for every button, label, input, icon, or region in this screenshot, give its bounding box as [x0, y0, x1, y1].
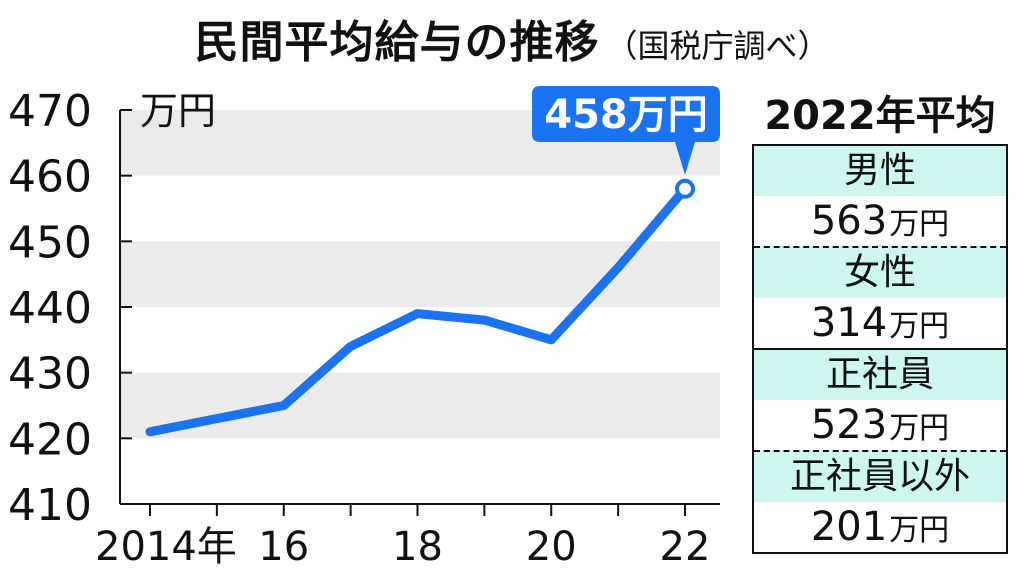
value-male-number: 563: [810, 198, 888, 244]
grid-band: [120, 241, 720, 307]
value-female: 314万円: [754, 298, 1006, 348]
callout-box: [532, 86, 720, 175]
label-male: 男性: [754, 146, 1006, 196]
panel-group-gender: 男性 563万円 女性 314万円: [754, 146, 1006, 350]
y-axis-unit-label: 万円: [140, 89, 216, 133]
label-female: 女性: [754, 246, 1006, 298]
value-non-regular: 201万円: [754, 502, 1006, 552]
value-male: 563万円: [754, 196, 1006, 246]
data-points: [675, 178, 695, 199]
value-female-unit: 万円: [889, 309, 950, 344]
y-tick-labels: 470 460 450 440 430 420 410: [8, 86, 92, 531]
x-tick-labels: 2014年 16 18 20 22: [95, 524, 710, 570]
y-tick-label: 430: [8, 349, 92, 400]
summary-panel: 2022年平均 男性 563万円 女性 314万円 正社員 523万円 正社員以…: [752, 88, 1008, 554]
x-tick-label: 22: [660, 524, 711, 570]
y-tick-label: 440: [8, 283, 92, 334]
x-tick-label: 20: [526, 524, 577, 570]
y-tick-label: 420: [8, 414, 92, 465]
series-line: [145, 184, 690, 437]
label-non-regular: 正社員以外: [754, 450, 1006, 502]
value-non-regular-number: 201: [810, 504, 888, 550]
grid-bands: [120, 110, 720, 439]
y-tick-label: 460: [8, 152, 92, 203]
panel-title: 2022年平均: [764, 93, 996, 139]
data-point-highlight: [675, 178, 695, 199]
value-male-unit: 万円: [889, 207, 950, 242]
chart-title: 民間平均給与の推移: [194, 17, 600, 68]
panel-group-employment: 正社員 523万円 正社員以外 201万円: [754, 350, 1006, 552]
value-regular-unit: 万円: [889, 411, 950, 446]
callout: 458万円: [532, 86, 720, 175]
y-tick-label: 410: [8, 480, 92, 531]
y-tick-label: 450: [8, 217, 92, 268]
x-tick-label: 16: [258, 524, 309, 570]
chart-source: （国税庁調べ）: [605, 27, 830, 65]
value-regular: 523万円: [754, 400, 1006, 450]
value-non-regular-unit: 万円: [889, 513, 950, 548]
x-tick-label: 2014年: [95, 524, 237, 570]
line-chart: 470 460 450 440 430 420 410 2014年 16 18 20 22 万円 4…: [8, 86, 720, 570]
chart-title-block: 民間平均給与の推移 （国税庁調べ）: [0, 6, 1024, 70]
axes: [119, 109, 720, 516]
y-tick-label: 470: [8, 86, 92, 137]
value-female-number: 314: [810, 300, 888, 346]
value-regular-number: 523: [810, 402, 888, 448]
label-regular: 正社員: [754, 350, 1006, 400]
panel-table: 男性 563万円 女性 314万円 正社員 523万円 正社員以外 201万円: [752, 144, 1008, 554]
x-tick-label: 18: [392, 524, 443, 570]
callout-label: 458万円: [544, 92, 708, 138]
grid-band: [120, 372, 720, 439]
